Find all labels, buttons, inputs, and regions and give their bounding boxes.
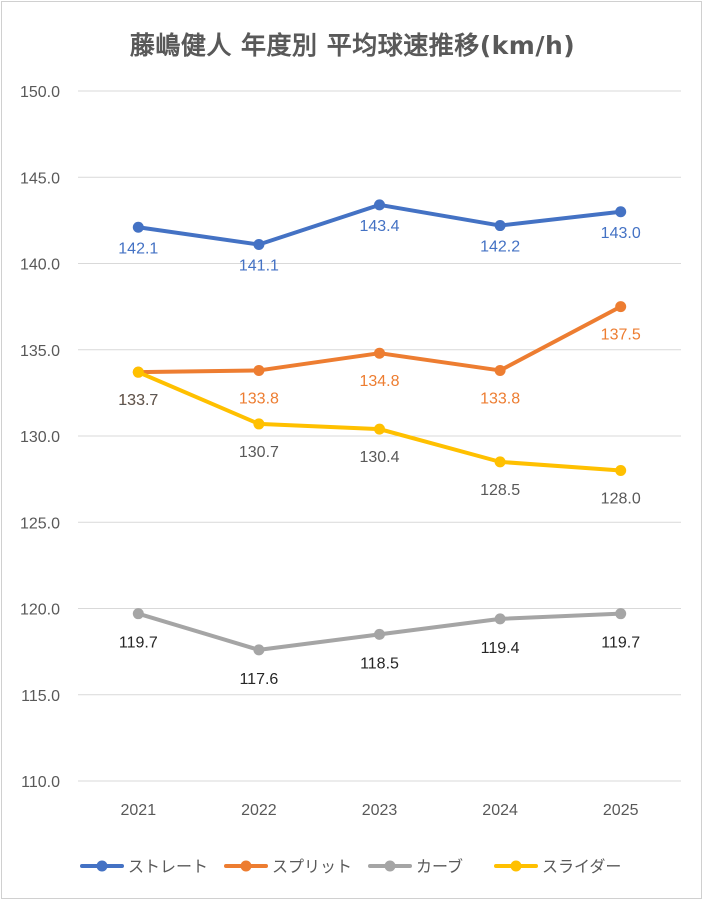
data-point	[494, 613, 506, 625]
data-point	[494, 456, 506, 468]
data-point	[253, 239, 265, 251]
data-point	[615, 608, 627, 620]
data-point	[253, 418, 265, 430]
legend: ストレート スプリット カーブ スライダー	[80, 857, 621, 876]
legend-label: カーブ	[416, 857, 463, 876]
x-tick-label: 2024	[482, 802, 518, 819]
legend-label: スプリット	[272, 857, 352, 876]
data-label: 119.7	[119, 635, 158, 652]
legend-swatch-marker	[96, 860, 108, 872]
data-point	[132, 221, 144, 233]
data-point	[132, 366, 144, 378]
data-point	[615, 465, 627, 476]
x-tick-label: 2021	[121, 802, 157, 819]
data-point	[253, 364, 265, 376]
data-label: 119.7	[601, 635, 640, 652]
data-label: 130.7	[239, 444, 279, 461]
x-axis-ticks: 2021 2022 2023 2024 2025	[121, 802, 639, 819]
y-tick-label: 135.0	[20, 343, 60, 360]
y-tick-label: 125.0	[20, 515, 60, 532]
data-label: 142.2	[480, 239, 520, 256]
data-point	[374, 347, 385, 359]
data-point	[132, 608, 144, 620]
data-label: 130.4	[359, 449, 399, 466]
y-tick-label: 150.0	[20, 84, 60, 101]
data-point	[615, 301, 627, 313]
data-point	[374, 199, 385, 211]
data-label: 143.0	[601, 225, 641, 242]
data-label: 118.5	[360, 655, 399, 672]
data-point	[374, 628, 385, 640]
chart-title: 藤嶋健人 年度別 平均球速推移(km/h)	[129, 31, 576, 60]
y-axis-ticks: 110.0 115.0 120.0 125.0 130.0 135.0 140.0 145.0…	[20, 84, 60, 791]
data-point	[494, 220, 506, 232]
y-tick-label: 120.0	[20, 602, 60, 619]
x-tick-label: 2025	[603, 802, 639, 819]
y-tick-label: 130.0	[20, 429, 60, 446]
y-tick-label: 140.0	[20, 257, 60, 274]
data-label: 133.8	[480, 390, 520, 407]
data-point	[615, 206, 627, 218]
x-tick-label: 2023	[362, 802, 398, 819]
data-label: 133.8	[239, 390, 279, 407]
legend-swatch-marker	[240, 860, 252, 872]
data-point	[494, 364, 506, 376]
data-point	[253, 644, 265, 656]
y-tick-label: 145.0	[20, 170, 60, 187]
legend-label: ストレート	[128, 857, 208, 876]
data-label: 142.1	[118, 240, 158, 257]
legend-swatch-marker	[510, 860, 522, 872]
data-label: 128.0	[601, 491, 641, 508]
legend-swatch-marker	[384, 860, 396, 872]
data-label: 133.7	[118, 392, 158, 409]
data-label: 117.6	[239, 671, 278, 688]
data-label: 143.4	[359, 218, 399, 235]
data-label: 128.5	[480, 482, 520, 499]
data-label: 134.8	[359, 373, 399, 390]
gridlines	[78, 90, 681, 782]
data-label: 133.7	[118, 392, 158, 409]
data-label: 119.4	[481, 640, 520, 657]
y-tick-label: 110.0	[21, 774, 60, 791]
data-point	[374, 423, 385, 435]
series-lines	[132, 199, 627, 656]
y-tick-label: 115.0	[21, 688, 60, 705]
legend-label: スライダー	[542, 857, 621, 876]
data-label: 137.5	[601, 327, 641, 344]
series-line	[136, 304, 623, 375]
data-labels: 142.1 141.1 143.4 142.2 143.0 133.7 133.8 134.8…	[118, 218, 641, 688]
data-label: 141.1	[239, 258, 279, 275]
x-tick-label: 2022	[241, 802, 277, 819]
